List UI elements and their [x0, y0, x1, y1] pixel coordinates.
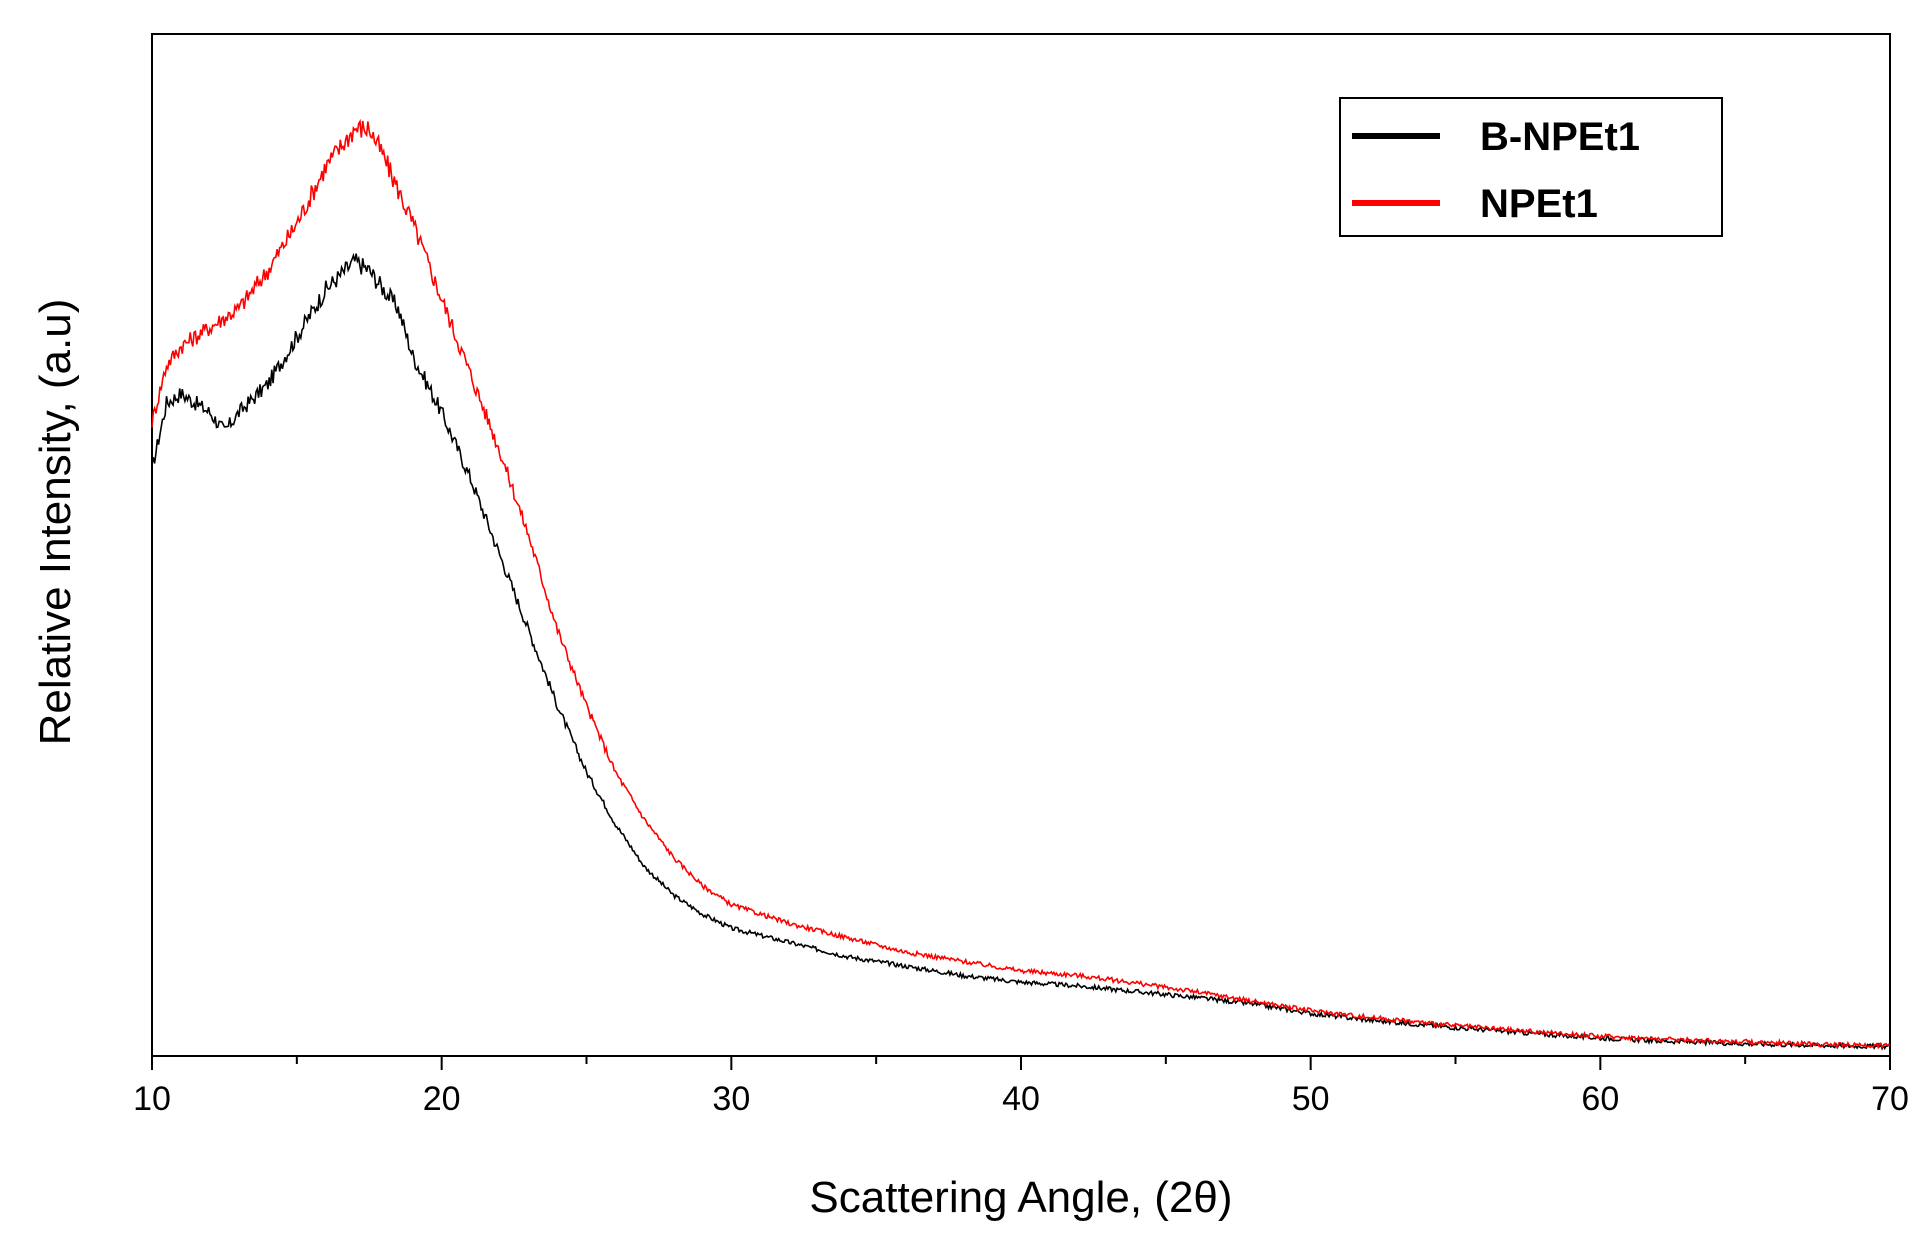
x-tick-label-10: 10 — [133, 1080, 171, 1118]
x-tick-label-40: 40 — [1002, 1080, 1040, 1118]
series-layer — [151, 118, 1891, 1051]
legend-label-b-npet1: B-NPEt1 — [1480, 115, 1640, 159]
x-tick-label-20: 20 — [423, 1080, 461, 1118]
x-tick-label-70: 70 — [1871, 1080, 1909, 1118]
legend: B-NPEt1 NPEt1 — [1339, 97, 1723, 237]
x-tick-label-50: 50 — [1292, 1080, 1330, 1118]
legend-label-npet1: NPEt1 — [1480, 182, 1598, 226]
x-tick-label-30: 30 — [712, 1080, 750, 1118]
legend-box — [1339, 97, 1723, 237]
x-axis-title: Scattering Angle, (2θ) — [809, 1173, 1232, 1222]
x-tick-label-60: 60 — [1581, 1080, 1619, 1118]
series-line-b-npet1 — [151, 252, 1891, 1051]
series-line-npet1 — [151, 118, 1891, 1050]
y-axis-title: Relative Intensity, (a.u) — [31, 299, 80, 746]
x-axis-ticks: 10 20 30 40 50 60 70 — [133, 1056, 1909, 1118]
